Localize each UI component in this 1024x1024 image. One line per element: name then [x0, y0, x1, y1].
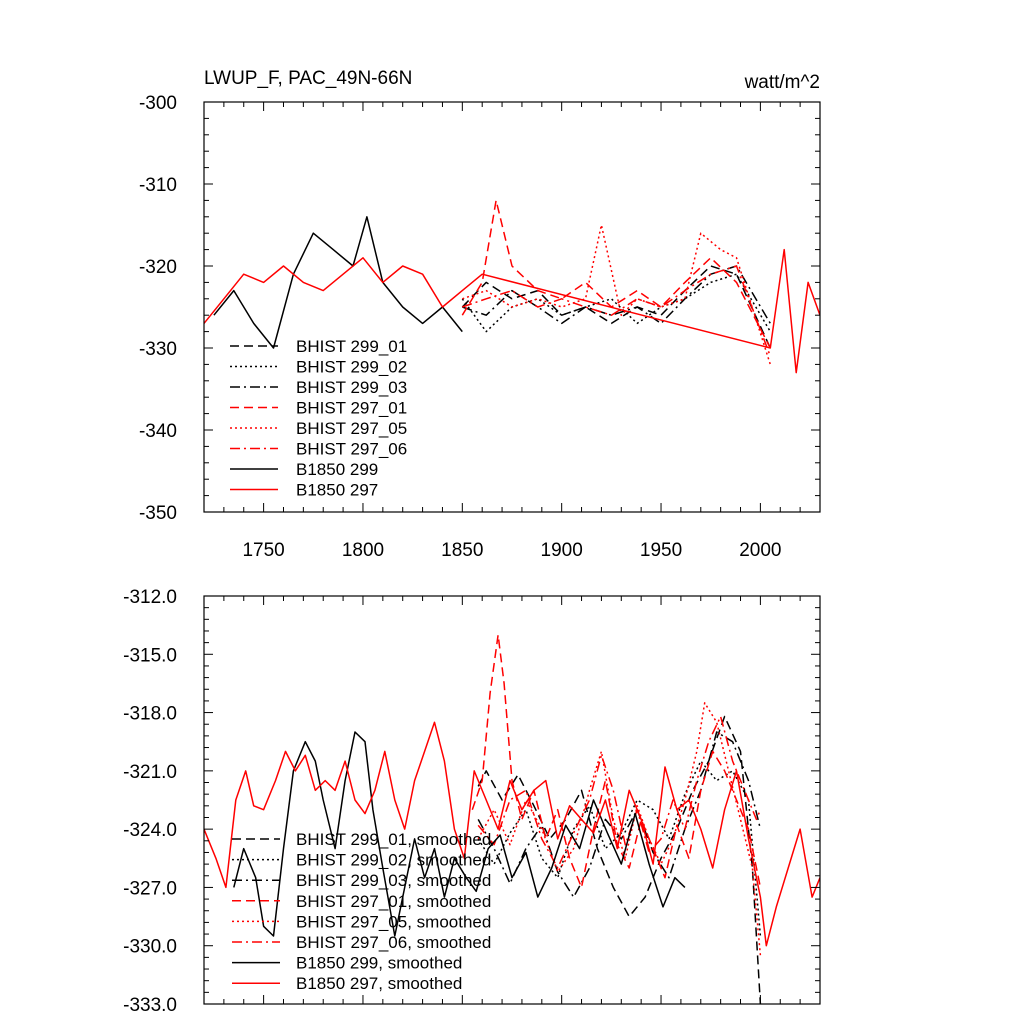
y-axis-top: -300 -310 -320 -330 -340 -350 — [139, 93, 820, 524]
series-line-bhist-299-02-smoothed — [477, 760, 762, 937]
y-tick-label: -321.0 — [123, 762, 177, 783]
x-tick-label: 2000 — [739, 540, 781, 561]
x-axis-top: 1750 1800 1850 1900 1950 2000 — [203, 102, 821, 561]
legend-label: BHIST 299_01, smoothed — [296, 830, 491, 849]
y-tick-label: -333.0 — [123, 995, 177, 1016]
y-tick-label: -300 — [139, 93, 177, 114]
legend-label: B1850 297 — [296, 481, 378, 500]
bottom-panel: -312.0 -315.0 -318.0 -321.0 -324.0 -327.0 -330… — [123, 587, 821, 1016]
y-tick-label: -330 — [139, 339, 177, 360]
x-tick-label: 1750 — [242, 540, 284, 561]
x-tick-label: 1800 — [342, 540, 384, 561]
y-tick-label: -310 — [139, 175, 177, 196]
y-tick-label: -327.0 — [123, 878, 177, 899]
chart-title: LWUP_F, PAC_49N-66N — [204, 68, 412, 89]
plot-area-top — [203, 101, 821, 513]
y-tick-label: -318.0 — [123, 704, 177, 725]
chart-units: watt/m^2 — [744, 72, 820, 93]
legend-label: BHIST 299_03, smoothed — [296, 871, 491, 890]
legend-label: BHIST 297_01, smoothed — [296, 892, 491, 911]
y-tick-label: -324.0 — [123, 820, 177, 841]
legend-label: BHIST 299_02 — [296, 358, 407, 377]
y-tick-label: -330.0 — [123, 937, 177, 958]
series-line-bhist-299-02 — [461, 273, 771, 333]
x-tick-label: 1850 — [441, 540, 483, 561]
legend-bottom: BHIST 299_01, smoothed BHIST 299_02, smoo… — [232, 830, 491, 993]
legend-label: BHIST 299_02, smoothed — [296, 851, 491, 870]
series-line-bhist-299-03-smoothed — [477, 731, 762, 898]
y-tick-label: -350 — [139, 503, 177, 524]
series-line-bhist-299-01 — [461, 265, 771, 349]
x-tick-label: 1900 — [541, 540, 583, 561]
legend-label: B1850 299, smoothed — [296, 954, 462, 973]
series-line-b1850-297 — [204, 248, 820, 374]
y-tick-label: -340 — [139, 421, 177, 442]
legend-label: BHIST 297_01 — [296, 399, 407, 418]
series-line-bhist-297-05-smoothed — [477, 702, 762, 956]
series-line-bhist-297-06 — [462, 265, 772, 357]
y-tick-label: -312.0 — [123, 587, 177, 608]
y-tick-label: -315.0 — [123, 645, 177, 666]
legend-label: BHIST 299_01 — [296, 337, 407, 356]
series-line-bhist-297-01-smoothed — [471, 634, 762, 889]
legend-label: B1850 299 — [296, 460, 378, 479]
series-line-bhist-297-05 — [462, 224, 772, 365]
legend-label: B1850 297, smoothed — [296, 974, 462, 993]
y-axis-bottom: -312.0 -315.0 -318.0 -321.0 -324.0 -327.0 -330… — [123, 587, 820, 1016]
plot-area-bottom — [203, 595, 821, 1005]
legend-label: BHIST 299_03 — [296, 378, 407, 397]
top-panel: LWUP_F, PAC_49N-66N watt/m^2 1750 1800 185… — [139, 68, 821, 561]
legend-label: BHIST 297_05 — [296, 419, 407, 438]
y-tick-label: -320 — [139, 257, 177, 278]
series-line-b1850-297-smoothed — [204, 721, 820, 947]
series-line-bhist-297-01 — [461, 199, 771, 349]
series-line-b1850-299-smoothed — [233, 731, 686, 937]
plot-frame — [203, 101, 821, 513]
x-tick-label: 1950 — [640, 540, 682, 561]
plot-frame — [203, 595, 821, 1005]
series-line-b1850-299 — [213, 216, 463, 349]
x-axis-bottom — [203, 596, 821, 1004]
legend-label: BHIST 297_06 — [296, 440, 407, 459]
legend-label: BHIST 297_06, smoothed — [296, 933, 491, 952]
legend-label: BHIST 297_05, smoothed — [296, 912, 491, 931]
